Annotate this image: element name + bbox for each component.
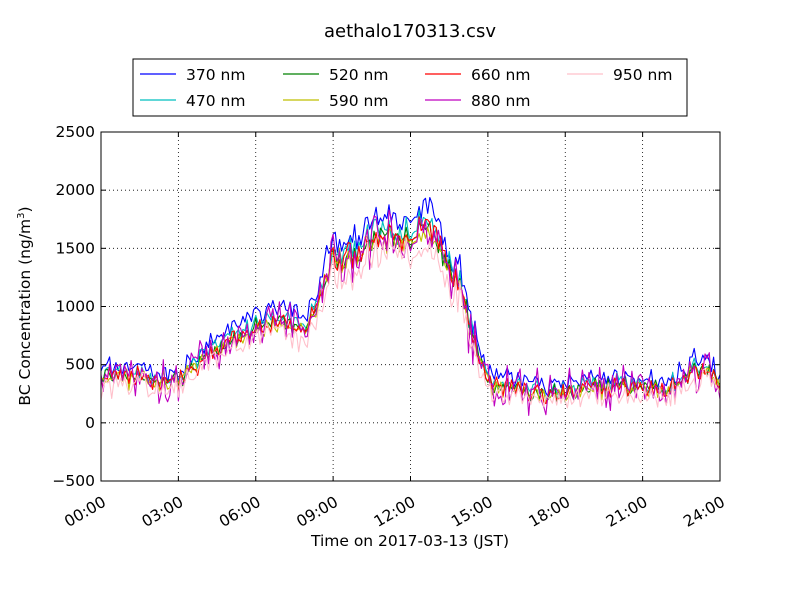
legend-label: 880 nm	[471, 92, 530, 110]
legend: 370 nm 470 nm 520 nm 590 nm 660 nm 880 nm 950 …	[132, 58, 688, 117]
y-axis-label-close: )	[16, 206, 34, 212]
x-axis-label: Time on 2017-03-13 (JST)	[310, 532, 509, 550]
y-tick-label: 2500	[56, 123, 95, 141]
series-line-880-nm	[100, 209, 721, 416]
y-axis-label: BC Concentration (ng/m3)	[16, 206, 34, 405]
plot-background	[101, 132, 720, 481]
legend-label: 590 nm	[329, 92, 388, 110]
legend-entries: 370 nm 470 nm 520 nm 590 nm 660 nm 880 nm 950 …	[140, 66, 672, 110]
legend-label: 370 nm	[186, 66, 245, 84]
y-tick-label: −500	[52, 472, 95, 490]
y-tick-label: 1500	[56, 239, 95, 257]
series-lines	[100, 196, 721, 416]
y-tick-label: 2000	[56, 181, 95, 199]
plot-area	[100, 131, 721, 482]
legend-label: 660 nm	[471, 66, 530, 84]
series-line-950-nm	[100, 237, 721, 409]
y-axis-label-main: BC Concentration (ng/m	[16, 219, 34, 406]
chart-title: aethalo170313.csv	[324, 21, 496, 42]
legend-label: 520 nm	[329, 66, 388, 84]
y-tick-label: 0	[85, 414, 95, 432]
legend-label: 950 nm	[613, 66, 672, 84]
y-tick-label: 500	[65, 356, 95, 374]
y-axis-tick-labels: −500 0 500 1000 1500 2000 2500	[52, 123, 95, 490]
y-axis-label-superscript: 3	[16, 212, 27, 218]
series-line-370-nm	[100, 196, 721, 397]
axis-ticks	[100, 131, 721, 482]
legend-frame	[132, 58, 688, 117]
legend-label: 470 nm	[186, 92, 245, 110]
y-tick-label: 1000	[56, 298, 95, 316]
